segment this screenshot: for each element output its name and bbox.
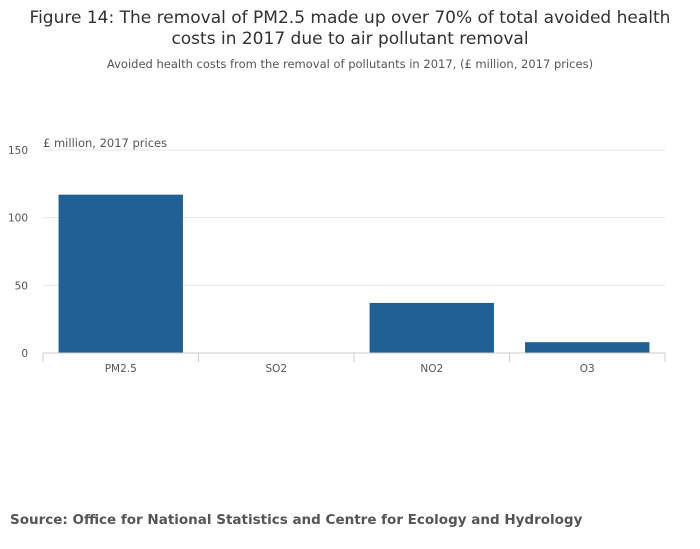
- x-tick-label: NO2: [420, 363, 443, 375]
- x-tick-label: PM2.5: [105, 363, 137, 375]
- x-tick-label: O3: [580, 363, 595, 375]
- y-tick-label: 0: [21, 348, 28, 360]
- bar-no2: [369, 302, 494, 353]
- x-tick-label: SO2: [265, 363, 287, 375]
- source-note: Source: Office for National Statistics a…: [10, 512, 583, 528]
- chart-subtitle: Avoided health costs from the removal of…: [106, 57, 594, 71]
- chart-title: Figure 14: The removal of PM2.5 made up …: [29, 8, 671, 49]
- y-tick-label: 150: [8, 145, 28, 157]
- bars: [58, 194, 650, 353]
- y-axis-label: £ million, 2017 prices: [43, 136, 167, 150]
- bar-pm2-5: [58, 194, 183, 353]
- bar-o3: [525, 342, 650, 353]
- y-axis-ticks: 0 50 100 150: [8, 145, 28, 360]
- y-tick-label: 100: [8, 213, 28, 225]
- x-axis: PM2.5 SO2 NO2 O3: [42, 352, 666, 375]
- y-tick-label: 50: [15, 280, 28, 292]
